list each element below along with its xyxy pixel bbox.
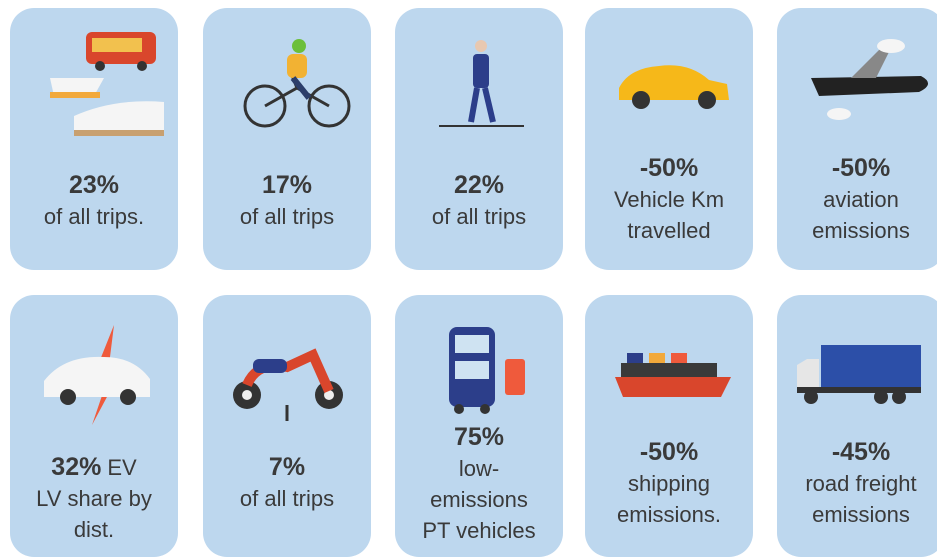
stat-figure: 23% [10,170,178,201]
stat-text: 22%of all trips [395,170,563,232]
stat-caption: LV share by [10,483,178,514]
icon [217,305,357,425]
icon [409,305,549,425]
stat-card: 23%of all trips. [10,8,178,270]
stat-figure: 75% [395,422,563,453]
stat-caption: shipping [585,468,753,499]
icon [599,305,739,425]
stat-caption: of all trips. [10,201,178,232]
stat-caption: of all trips [395,201,563,232]
stat-text: 7%of all trips [203,452,371,514]
stat-figure: 32% [51,453,101,481]
icon [217,18,357,138]
stat-caption: travelled [585,215,753,246]
stat-caption: emissions [395,484,563,515]
stat-caption: low- [395,453,563,484]
stat-caption: aviation [777,184,937,215]
stat-caption: emissions. [585,499,753,530]
stat-text: 17%of all trips [203,170,371,232]
stat-figure: 17% [203,170,371,201]
stat-figure: -50% [777,153,937,184]
stat-figure: -50% [585,153,753,184]
stat-figure: -45% [777,437,937,468]
stat-caption: of all trips [203,483,371,514]
icon [24,18,164,138]
stat-card: 22%of all trips [395,8,563,270]
stat-caption: Vehicle Km [585,184,753,215]
stat-caption: road freight [777,468,937,499]
icon [409,18,549,138]
stat-text: 23%of all trips. [10,170,178,232]
icon [791,18,931,138]
stat-card: 17%of all trips [203,8,371,270]
stat-caption: PT vehicles [395,515,563,546]
stat-caption: emissions [777,499,937,530]
stat-caption: emissions [777,215,937,246]
icon [599,18,739,138]
page: 23%of all trips.17%of all trips22%of all… [0,0,937,557]
icon [24,305,164,425]
stat-figure: 7% [203,452,371,483]
stat-caption: of all trips [203,201,371,232]
stat-card: 7%of all trips [203,295,371,557]
stat-caption: dist. [10,514,178,545]
icon [791,305,931,425]
stat-caption: EV [107,455,136,480]
stat-figure: -50% [585,437,753,468]
stat-figure: 22% [395,170,563,201]
